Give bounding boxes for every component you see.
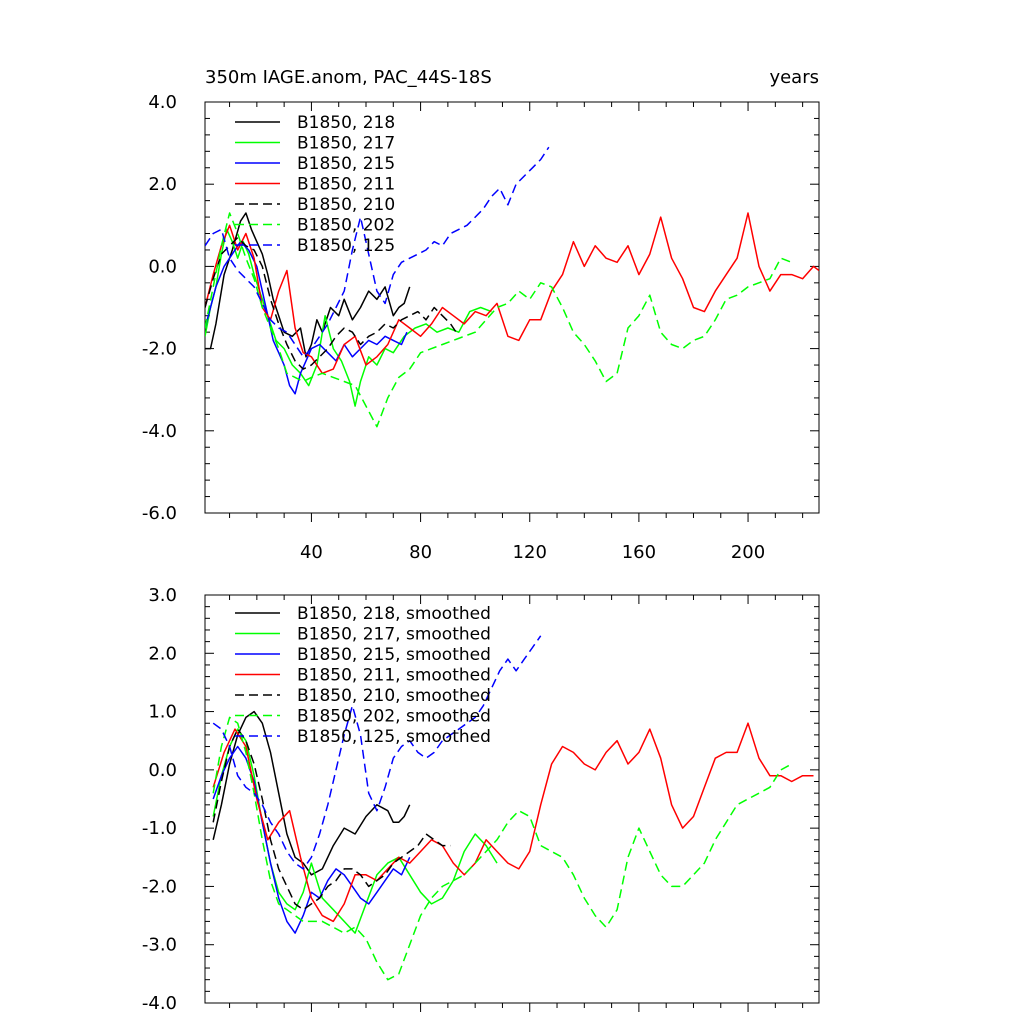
legend-label: B1850, 211 bbox=[297, 175, 395, 195]
legend-label: B1850, 218, smoothed bbox=[297, 604, 491, 624]
series-line-b1850-210-smoothed bbox=[212, 728, 451, 911]
chart-title: 350m IAGE.anom, PAC_44S-18S bbox=[205, 67, 492, 88]
x-tick-label: 200 bbox=[731, 542, 765, 563]
series-line-b1850-215 bbox=[205, 240, 408, 395]
legend-label: B1850, 217 bbox=[297, 134, 395, 154]
plot-frame bbox=[204, 594, 820, 1004]
series-group bbox=[205, 146, 819, 428]
series-line-b1850-218 bbox=[205, 212, 411, 358]
x-tick-label: 80 bbox=[409, 542, 432, 563]
series-line-b1850-211-smoothed bbox=[212, 722, 814, 923]
y-tick-label: 2.0 bbox=[148, 643, 177, 664]
legend-label: B1850, 202, smoothed bbox=[297, 707, 491, 727]
series-group bbox=[212, 635, 814, 981]
legend-label: B1850, 210, smoothed bbox=[297, 686, 491, 706]
x-tick-label: 160 bbox=[622, 542, 656, 563]
series-line-b1850-217-smoothed bbox=[212, 728, 498, 934]
y-tick-label: 3.0 bbox=[148, 585, 177, 606]
series-line-b1850-202-smoothed bbox=[212, 716, 793, 981]
series-line-b1850-218-smoothed bbox=[212, 710, 411, 876]
y-tick-label: -6.0 bbox=[142, 503, 177, 524]
series-line-b1850-125 bbox=[205, 146, 550, 358]
legend-label: B1850, 211, smoothed bbox=[297, 666, 491, 686]
top-panel: 4.0 2.0 0.0 -2.0 -4.0 -6.0 40 80 120 160 200 B1850,… bbox=[142, 92, 820, 563]
units-label: years bbox=[769, 67, 819, 88]
y-tick-label: -3.0 bbox=[142, 935, 177, 956]
y-tick-label: 2.0 bbox=[148, 174, 177, 195]
series-line-b1850-210 bbox=[205, 236, 457, 370]
legend-label: B1850, 217, smoothed bbox=[297, 625, 491, 645]
series-line-b1850-211 bbox=[205, 212, 819, 375]
y-tick-label: -2.0 bbox=[142, 876, 177, 897]
y-tick-label: -1.0 bbox=[142, 818, 177, 839]
x-tick-label: 40 bbox=[300, 542, 323, 563]
y-tick-label: 4.0 bbox=[148, 92, 177, 113]
series-line-b1850-125-smoothed bbox=[212, 635, 542, 870]
legend-label: B1850, 210 bbox=[297, 195, 395, 215]
legend-label: B1850, 215 bbox=[297, 154, 395, 174]
legend-label: B1850, 125 bbox=[297, 236, 395, 256]
y-tick-label: 0.0 bbox=[148, 256, 177, 277]
legend-label: B1850, 202 bbox=[297, 216, 395, 236]
bottom-panel: 3.0 2.0 1.0 0.0 -1.0 -2.0 -3.0 -4.0 B1850, 218, … bbox=[142, 585, 820, 1014]
y-tick-label: 0.0 bbox=[148, 760, 177, 781]
y-tick-label: -4.0 bbox=[142, 421, 177, 442]
legend-label: B1850, 125, smoothed bbox=[297, 727, 491, 747]
legend-label: B1850, 218 bbox=[297, 113, 395, 133]
series-line-b1850-217 bbox=[205, 228, 492, 407]
x-tick-label: 120 bbox=[513, 542, 547, 563]
y-tick-label: -2.0 bbox=[142, 339, 177, 360]
series-line-b1850-202 bbox=[205, 212, 792, 428]
y-tick-label: -4.0 bbox=[142, 993, 177, 1014]
legend-label: B1850, 215, smoothed bbox=[297, 645, 491, 665]
y-tick-label: 1.0 bbox=[148, 702, 177, 723]
series-line-b1850-215-smoothed bbox=[212, 745, 411, 934]
